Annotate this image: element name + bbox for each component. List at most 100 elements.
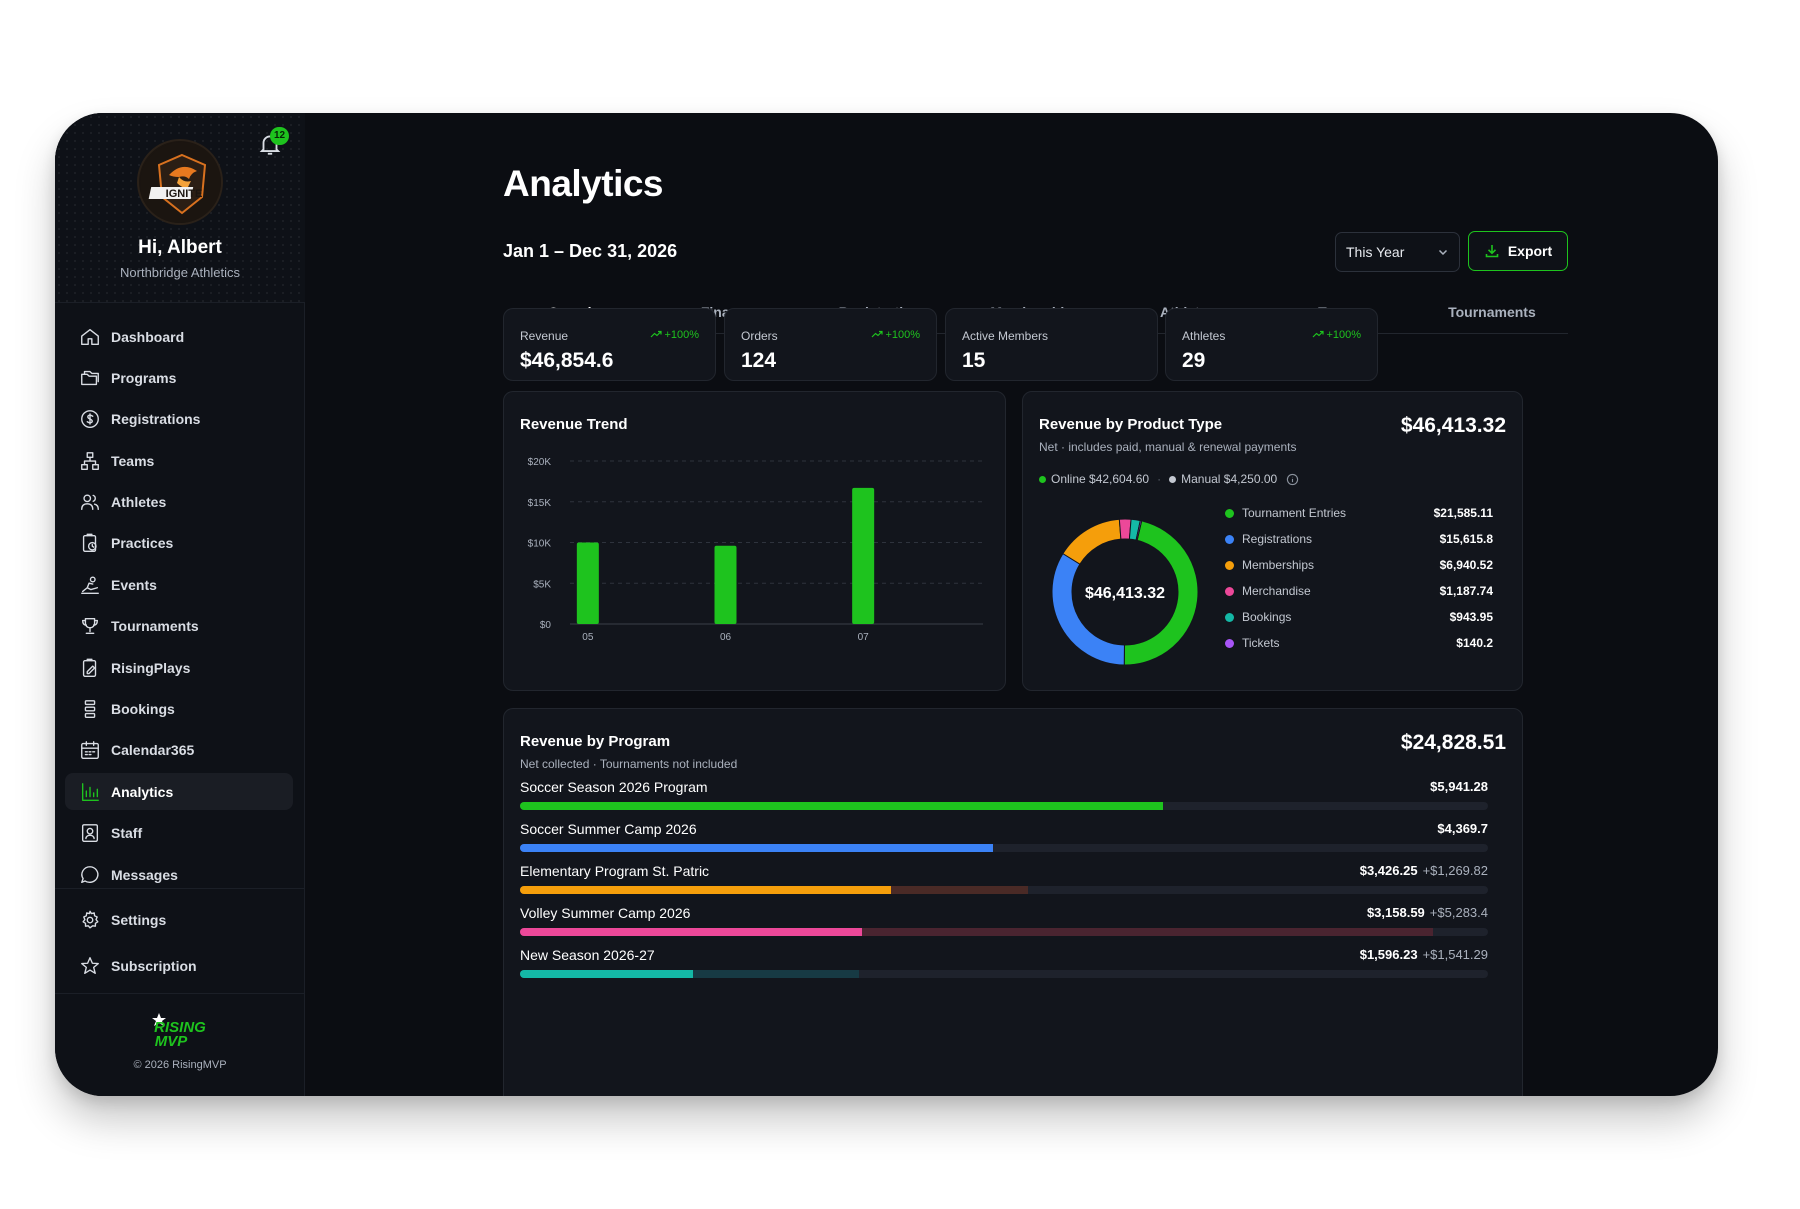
divider [55,888,305,889]
program-bar-track [520,970,1488,978]
kpi-card-orders: Orders 124 +100% [724,308,937,381]
x-tick-label: 06 [720,632,732,643]
kpi-delta: +100% [650,329,699,341]
trend-up-icon [1313,330,1325,338]
kpi-label: Athletes [1182,329,1226,343]
id-badge-icon [81,824,99,843]
program-name: Elementary Program St. Patric [520,863,710,879]
sidebar-item-label: Dashboard [111,328,185,345]
sidebar-item-practices[interactable]: Practices [65,525,293,562]
kpi-value: $46,854.6 [520,349,614,372]
tab-tournaments[interactable]: Tournaments [1448,304,1536,320]
risingmvp-logo: RISING MVP [152,1013,206,1049]
donut-center-label: $46,413.32 [1085,585,1165,602]
sidebar-item-label: Programs [111,369,177,386]
kpi-delta-value: +100% [1326,329,1361,341]
legend-label: Tickets [1242,636,1280,650]
legend-amount: $6,940.52 [1439,558,1493,572]
program-amount: $1,596.23 [1359,947,1418,962]
sidebar-item-calendar365[interactable]: Calendar365 [65,732,293,769]
download-icon [1485,245,1499,258]
sidebar-item-bookings[interactable]: Bookings [65,691,293,728]
product-type-legend: Tournament Entries $21,585.11 Registration… [1225,502,1493,658]
program-bar-track [520,886,1488,894]
kpi-delta-value: +100% [664,329,699,341]
program-row[interactable]: New Season 2026-27 $1,596.23 +$1,541.29 [520,947,1488,989]
donut-slice-registrations [1051,552,1125,666]
legend-row: Tickets $140.2 [1225,632,1493,654]
period-select[interactable]: This Year [1335,232,1460,272]
legend-swatch [1225,560,1234,570]
program-row[interactable]: Soccer Season 2026 Program $5,941.28 [520,779,1488,821]
x-tick-label: 05 [582,632,594,643]
sidebar-item-label: Messages [111,866,178,883]
sidebar-item-label: Practices [111,535,174,552]
star-icon [81,956,99,974]
info-icon[interactable] [1286,473,1299,486]
legend-amount: $1,187.74 [1439,584,1493,598]
export-label: Export [1507,243,1553,259]
legend-label: Tournament Entries [1242,506,1347,520]
date-range: Jan 1 – Dec 31, 2026 [503,241,678,261]
online-amount: Online $42,604.60 [1051,472,1150,486]
sidebar-item-staff[interactable]: Staff [65,815,293,852]
sidebar-item-messages[interactable]: Messages [65,856,293,893]
sidebar-item-label: RisingPlays [111,659,191,676]
product-type-total: $46,413.32 [1400,414,1506,437]
sidebar-item-analytics[interactable]: Analytics [65,773,293,811]
kpi-value: 15 [962,349,986,372]
sidebar-item-dashboard[interactable]: Dashboard [65,318,293,355]
product-type-subtitle: Net · includes paid, manual & renewal pa… [1039,440,1297,454]
legend-label: Memberships [1242,558,1315,572]
chevron-down-icon [1438,249,1448,256]
sidebar-item-subscription[interactable]: Subscription [65,947,293,984]
list-stack-icon [84,700,96,718]
sidebar-item-tournaments[interactable]: Tournaments [65,608,293,645]
legend-amount: $943.95 [1449,610,1493,624]
program-amounts: $3,158.59 +$5,283.4 [1367,905,1488,920]
legend-amount: $15,615.8 [1439,532,1493,546]
clipboard-edit-icon [82,658,97,677]
legend-swatch [1225,612,1234,622]
online-dot [1039,475,1046,483]
gear-icon [82,910,99,928]
program-amount: $3,426.25 [1359,863,1418,878]
bar-07 [852,487,875,624]
program-bar-fill [520,886,891,894]
sidebar-item-events[interactable]: Events [65,566,293,603]
trend-up-icon [872,330,884,338]
app-window: IGNITE 12 Hi, Albert Northbridge Athleti… [55,113,1718,1096]
program-row[interactable]: Elementary Program St. Patric $3,426.25 +$… [520,863,1488,905]
legend-amount: $21,585.11 [1433,506,1493,520]
program-card-title: Revenue by Program [520,733,671,750]
program-bar-pending [520,928,1434,936]
revenue-trend-card: Revenue Trend $0 $5K $10K $15K $20K 05 06 07 [503,391,1006,691]
bar-chart-icon [81,782,99,801]
program-name: Volley Summer Camp 2026 [520,905,691,921]
program-card-subtitle: Net collected · Tournaments not included [520,757,738,771]
calendar-icon [81,741,99,760]
notification-badge: 12 [270,127,290,145]
program-row[interactable]: Soccer Summer Camp 2026 $4,369.7 [520,821,1488,863]
export-button[interactable]: Export [1468,231,1568,271]
sidebar-item-teams[interactable]: Teams [65,442,293,479]
profile-panel: IGNITE 12 Hi, Albert Northbridge Athleti… [55,113,305,303]
manual-amount: Manual $4,250.00 [1181,472,1278,486]
sidebar-item-settings[interactable]: Settings [65,901,293,938]
sidebar-item-risingplays[interactable]: RisingPlays [65,649,293,686]
club-logo: IGNITE [137,139,223,225]
sidebar-item-registrations[interactable]: Registrations [65,401,293,438]
kpi-value: 29 [1182,349,1206,372]
legend-swatch [1225,586,1234,596]
program-row[interactable]: Volley Summer Camp 2026 $3,158.59 +$5,283.… [520,905,1488,947]
bar-05 [576,542,599,624]
chat-bubble-icon [81,865,99,883]
sidebar-item-athletes[interactable]: Athletes [65,484,293,521]
sidebar-item-label: Registrations [111,411,201,428]
sidebar-item-label: Athletes [111,494,167,511]
y-tick-label: $5K [533,579,551,590]
sidebar-nav: Dashboard Programs Registrations Teams Athle… [65,318,293,897]
kpi-label: Revenue [520,329,569,343]
sidebar-item-programs[interactable]: Programs [65,359,293,396]
sidebar-item-label: Tournaments [111,618,199,635]
